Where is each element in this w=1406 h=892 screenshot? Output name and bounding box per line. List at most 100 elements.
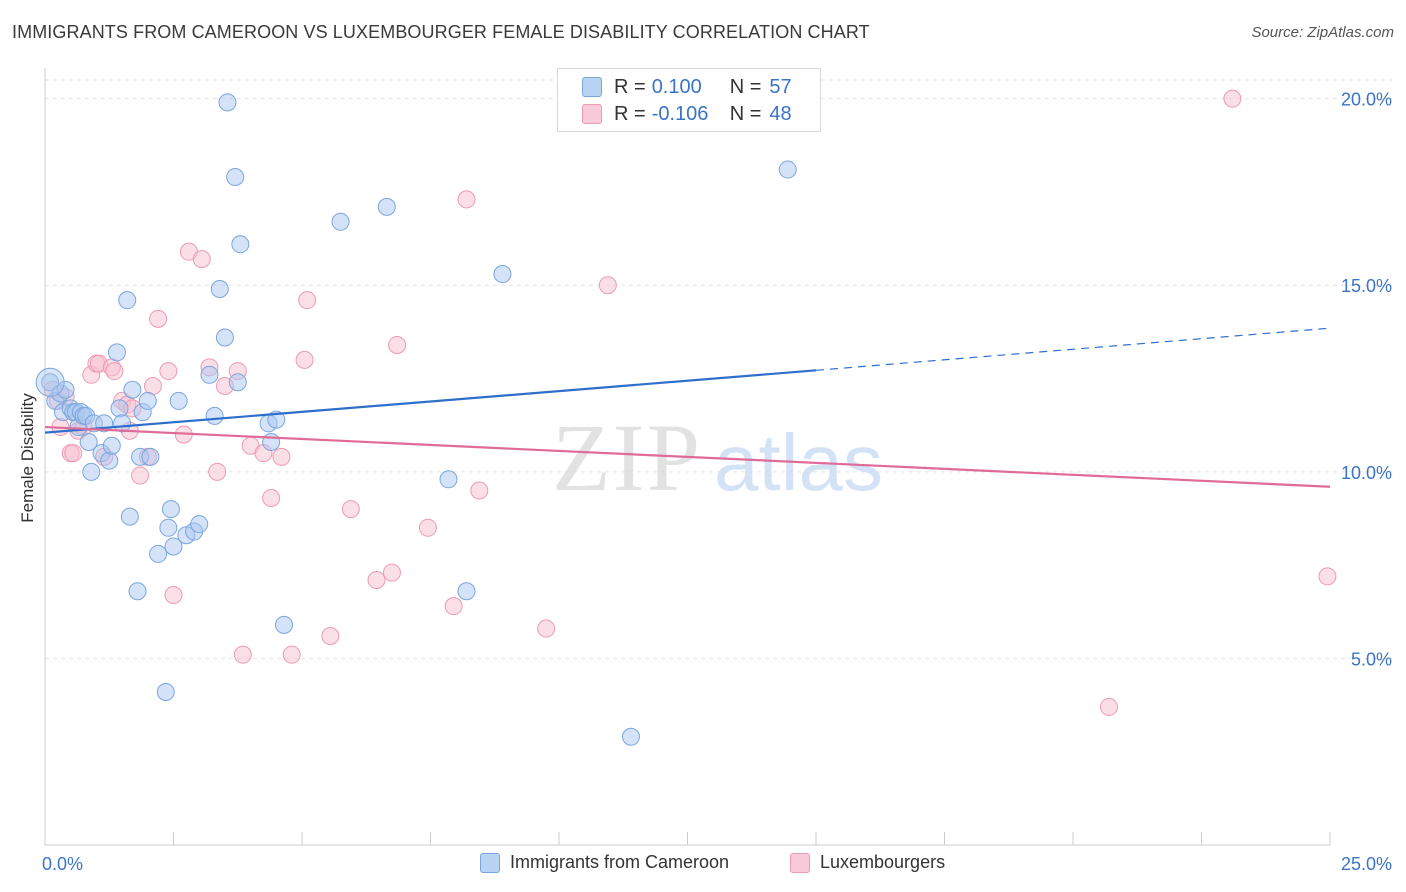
data-point (262, 432, 281, 451)
data-point (470, 481, 489, 500)
legend-item-cameroon: Immigrants from Cameroon (480, 852, 729, 873)
legend-n-value: 48 (769, 102, 792, 125)
trend-line-cameroon-extension (815, 327, 1331, 371)
legend-n-label: N = (729, 102, 762, 125)
y-tick-label: 10.0% (1341, 463, 1392, 483)
data-point (82, 462, 101, 481)
data-point (164, 537, 183, 556)
data-point (159, 362, 178, 381)
data-point (149, 544, 168, 563)
data-point (282, 645, 301, 664)
data-point (444, 597, 463, 616)
data-point (321, 627, 340, 646)
legend-r-value: -0.106 (651, 102, 709, 125)
chart-title: IMMIGRANTS FROM CAMEROON VS LUXEMBOURGER… (12, 22, 870, 42)
legend-n-label: N = (729, 75, 762, 98)
data-point (120, 507, 139, 526)
data-point (169, 391, 188, 410)
data-point (298, 291, 317, 310)
source-label: Source: ZipAtlas.com (1251, 24, 1394, 41)
data-point (138, 391, 157, 410)
data-point (143, 377, 162, 395)
data-point (192, 250, 211, 269)
data-point (41, 373, 60, 392)
data-point (79, 432, 98, 451)
data-point (164, 585, 183, 604)
data-point (210, 279, 229, 298)
legend-r-label: R = (614, 102, 646, 125)
data-point (275, 615, 294, 634)
data-point (262, 488, 281, 507)
data-point (208, 462, 227, 481)
data-point (367, 571, 386, 590)
data-point (205, 406, 224, 425)
legend-label: Immigrants from Cameroon (510, 852, 730, 872)
data-point (272, 447, 291, 466)
legend-n-value: 57 (769, 75, 792, 98)
trend-lines (44, 327, 1331, 488)
data-point (149, 309, 168, 328)
legend-item-luxembourgers: Luxembourgers (790, 852, 945, 873)
data-point (457, 582, 476, 601)
data-point (228, 373, 247, 392)
data-point (190, 515, 209, 534)
data-point (107, 343, 126, 362)
data-point (778, 160, 797, 179)
data-point (537, 619, 556, 638)
data-point (493, 265, 512, 284)
legend-r-label: R = (614, 75, 646, 98)
data-point (382, 563, 401, 582)
x-tick-label: 25.0% (1341, 854, 1392, 874)
trend-line-cameroon (44, 369, 817, 434)
data-point (118, 291, 137, 310)
data-point (377, 197, 396, 216)
legend-label: Luxembourgers (820, 852, 946, 872)
data-point (1223, 89, 1242, 108)
data-point (141, 447, 160, 466)
data-point (110, 399, 129, 418)
legend-swatch-blue (480, 852, 500, 873)
correlation-legend: R = 0.100 N = 57 R = -0.106 N = 48 (557, 68, 821, 132)
y-axis-label: Female Disability (18, 393, 37, 523)
legend-row-cameroon: R = 0.100 N = 57 (582, 75, 792, 99)
data-point (218, 93, 237, 112)
data-point (439, 470, 458, 489)
data-point (100, 451, 119, 470)
data-point (128, 582, 147, 601)
data-point (156, 683, 175, 701)
data-point (226, 168, 245, 187)
series-legend: Immigrants from Cameroon Luxembourgers (0, 852, 1406, 878)
data-point (35, 367, 65, 397)
legend-swatch-pink (582, 104, 602, 124)
data-point (159, 518, 178, 537)
legend-r-value: 0.100 (651, 75, 702, 98)
y-tick-label: 15.0% (1341, 276, 1392, 296)
data-point (341, 500, 360, 519)
y-tick-label: 20.0% (1341, 90, 1392, 110)
data-point (388, 335, 407, 354)
data-point (621, 727, 640, 746)
data-point (56, 380, 75, 399)
data-point (102, 436, 121, 455)
data-point (123, 380, 142, 399)
data-point (231, 235, 250, 254)
data-point (418, 518, 437, 537)
data-point (598, 276, 617, 295)
legend-swatch-blue (582, 77, 602, 97)
trend-line-luxembourgers (44, 425, 1331, 488)
gridlines (45, 79, 1392, 659)
data-point (457, 190, 476, 209)
data-point (1099, 697, 1118, 716)
legend-swatch-pink (790, 852, 810, 873)
x-tick-label: 0.0% (42, 854, 83, 874)
y-tick-label: 5.0% (1351, 649, 1392, 669)
data-point (200, 365, 219, 384)
tick-labels: 5.0% 10.0% 15.0% 20.0% 0.0% 25.0% (42, 90, 1392, 874)
axes (44, 68, 1331, 846)
data-point (131, 466, 150, 485)
data-point (215, 328, 234, 347)
data-point (331, 212, 350, 231)
data-point (1318, 567, 1337, 586)
data-point (161, 500, 180, 519)
